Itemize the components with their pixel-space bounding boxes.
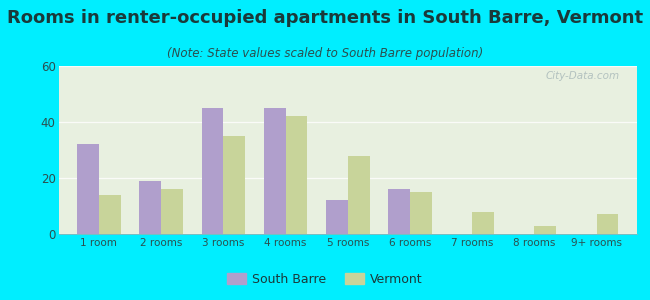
Text: Rooms in renter-occupied apartments in South Barre, Vermont: Rooms in renter-occupied apartments in S… — [7, 9, 643, 27]
Bar — [326, 200, 348, 234]
Text: City-Data.com: City-Data.com — [545, 71, 619, 81]
Bar — [410, 192, 432, 234]
Bar — [202, 108, 224, 234]
Bar — [264, 108, 285, 234]
Bar — [77, 144, 99, 234]
Bar — [472, 212, 494, 234]
Bar — [348, 156, 369, 234]
Legend: South Barre, Vermont: South Barre, Vermont — [222, 268, 428, 291]
Bar — [99, 195, 121, 234]
Bar — [597, 214, 618, 234]
Text: (Note: State values scaled to South Barre population): (Note: State values scaled to South Barr… — [167, 46, 483, 59]
Bar — [161, 189, 183, 234]
Bar — [285, 116, 307, 234]
Bar — [388, 189, 410, 234]
Bar — [139, 181, 161, 234]
Bar — [534, 226, 556, 234]
Bar — [224, 136, 245, 234]
